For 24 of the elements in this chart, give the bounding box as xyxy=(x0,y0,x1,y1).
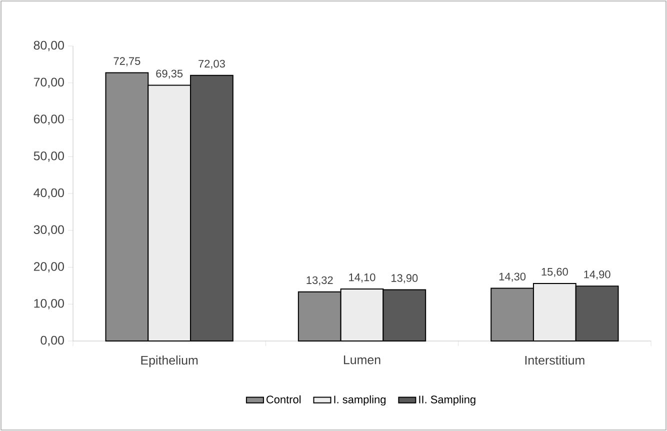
data-label: 14,30 xyxy=(499,272,526,282)
data-label: 14,90 xyxy=(584,270,610,280)
x-tick-label: Lumen xyxy=(344,356,380,364)
y-tick-label: 30,00 xyxy=(34,225,64,236)
legend-label: II. Sampling xyxy=(419,395,476,406)
data-label: 72,03 xyxy=(198,60,225,69)
x-tick-label: Epithelium xyxy=(141,356,198,368)
y-tick-label: 20,00 xyxy=(34,262,64,272)
data-label: 69,35 xyxy=(156,70,183,79)
y-tick-label: 10,00 xyxy=(34,298,64,310)
data-label: 13,90 xyxy=(392,274,418,284)
y-tick-label: 70,00 xyxy=(34,78,64,88)
y-tick-label: 0,00 xyxy=(40,336,64,346)
data-label: 14,10 xyxy=(349,273,376,282)
y-tick-label: 50,00 xyxy=(34,151,64,162)
y-tick-label: 40,00 xyxy=(34,188,64,199)
y-tick-label: 60,00 xyxy=(34,114,64,125)
data-label: 15,60 xyxy=(542,268,568,277)
legend-label: I. sampling xyxy=(334,395,386,406)
data-label: 72,75 xyxy=(114,57,140,66)
data-label: 13,32 xyxy=(306,276,333,286)
legend-label: Control xyxy=(266,395,301,404)
y-tick-label: 80,00 xyxy=(34,40,64,52)
x-tick-label: Interstitium xyxy=(525,356,584,365)
